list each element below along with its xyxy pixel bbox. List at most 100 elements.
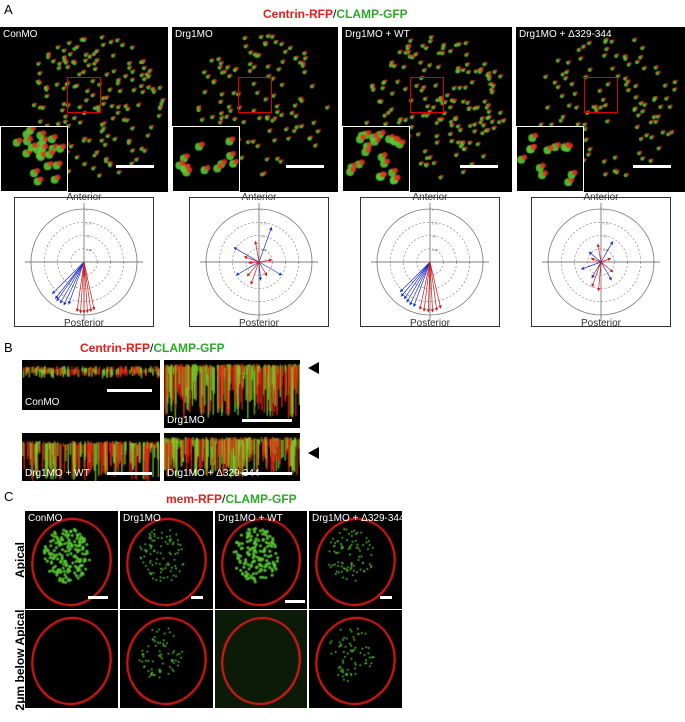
polar-plot-svg: 0.25 0.5 0.75 1 [25,203,143,321]
ring-tick-label: 0.25 [86,248,92,252]
arrow-head [409,301,413,306]
arrow-head [591,257,595,262]
micrograph-a-2: Drg1MO + WT [342,27,512,192]
arrow-head [233,247,238,251]
vector-arrow [597,243,602,263]
vector-arrow [429,261,433,313]
title-red: Centrin-RFP [80,341,150,355]
arrow-head [588,251,593,256]
scale-bar [107,472,152,475]
arrow-head [401,293,405,297]
arrow-head [258,277,263,281]
arrow-head [91,306,96,311]
ring-tick-label: 0.5 [432,235,437,239]
vector-arrow [600,261,612,281]
ring-tick-label: 0.5 [261,235,266,239]
image-caption: ConMO [25,397,60,408]
micrograph-a-0: ConMO [0,27,168,192]
arrow-head [67,300,72,305]
arrow-head [434,307,439,311]
scale-bar [107,389,152,392]
scale-bar [633,165,671,168]
arrow-head [591,274,595,279]
title-red: Centrin-RFP [263,7,333,21]
ring-tick-label: 1 [86,208,88,212]
scale-bar [242,472,292,475]
scale-bar [460,165,498,168]
vector-arrow [591,261,602,279]
vector-arrow [63,261,85,306]
image-caption: Drg1MO + WT [345,29,410,40]
vector-arrow [429,261,442,309]
micrograph-image [22,360,160,410]
vector-arrow [409,261,431,306]
vector-arrow [598,261,602,292]
arrow-head [438,305,442,309]
arrow-head [278,272,282,276]
ring-tick-label: 0.75 [603,221,609,225]
vector-arrow [427,261,431,313]
ring-tick-label: 0.75 [432,221,438,225]
arrowhead-marker [308,447,319,459]
micrograph-image [120,511,213,609]
micrograph-c-0-1: Drg1MO [120,511,213,609]
polar-plot-0: 0.25 0.5 0.75 1 Anterior Posterior [14,192,154,329]
column-label: ConMO [28,513,63,524]
vector-arrow [413,261,431,307]
arrow-head [426,309,431,313]
vector-arrow [55,261,85,299]
ring-tick-label: 0.25 [603,248,609,252]
arrow-head [263,272,268,276]
vector-arrow [56,261,85,302]
vector-arrow [419,261,431,310]
vector-arrow [83,261,88,313]
vector-arrow [233,247,260,263]
vector-arrow [580,261,602,270]
panel-c-label: C [4,489,14,504]
zoom-inset [172,126,240,192]
micrograph-c-1-0 [25,610,118,708]
arrow-head [55,295,59,299]
vector-arrow [258,261,283,276]
posterior-label: Posterior [238,318,279,329]
inset-image [517,127,583,191]
anterior-label: Anterior [66,192,102,203]
vector-arrow [235,261,260,276]
panel-a-title: Centrin-RFP/CLAMP-GFP [263,7,408,21]
micrograph-image [164,360,300,428]
column-label: Drg1MO [123,513,161,524]
posterior-label: Posterior [63,318,104,329]
scale-bar [242,419,292,422]
micrograph-c-1-2 [215,610,307,708]
vector-arrow [80,261,85,314]
scale-bar [380,596,392,599]
ring-tick-label: 0.5 [603,235,608,239]
vector-arrow [406,261,431,303]
scale-bar [116,165,154,168]
arrow-head [82,310,86,314]
ring-tick-label: 0.5 [86,235,91,239]
zoom-region-box [238,77,273,113]
arrow-head [244,255,248,260]
arrow-head [254,241,258,245]
ring-tick-label: 0.75 [261,221,267,225]
polar-plot-2: 0.25 0.5 0.75 1 Anterior Posterior [360,192,500,329]
image-caption: Drg1MO [175,29,213,40]
posterior-label: Posterior [580,318,621,329]
ring-tick-label: 1 [432,208,434,212]
arrow-head [236,272,240,276]
anterior-label: Anterior [241,192,277,203]
vector-arrow [83,261,95,311]
zoom-region-box [583,77,618,113]
arrow-head [413,303,417,307]
micrograph-c-1-3 [309,610,402,708]
arrow-head [609,241,613,245]
scale-bar [191,596,203,599]
polar-plot-svg: 0.25 0.5 0.75 1 [200,203,318,321]
micrograph-image [215,511,307,609]
micrograph-c-1-1 [120,610,213,708]
arrow-head [591,283,595,287]
vector-arrow [254,241,260,263]
micrograph-image [215,610,307,708]
vector-arrow [68,261,85,305]
